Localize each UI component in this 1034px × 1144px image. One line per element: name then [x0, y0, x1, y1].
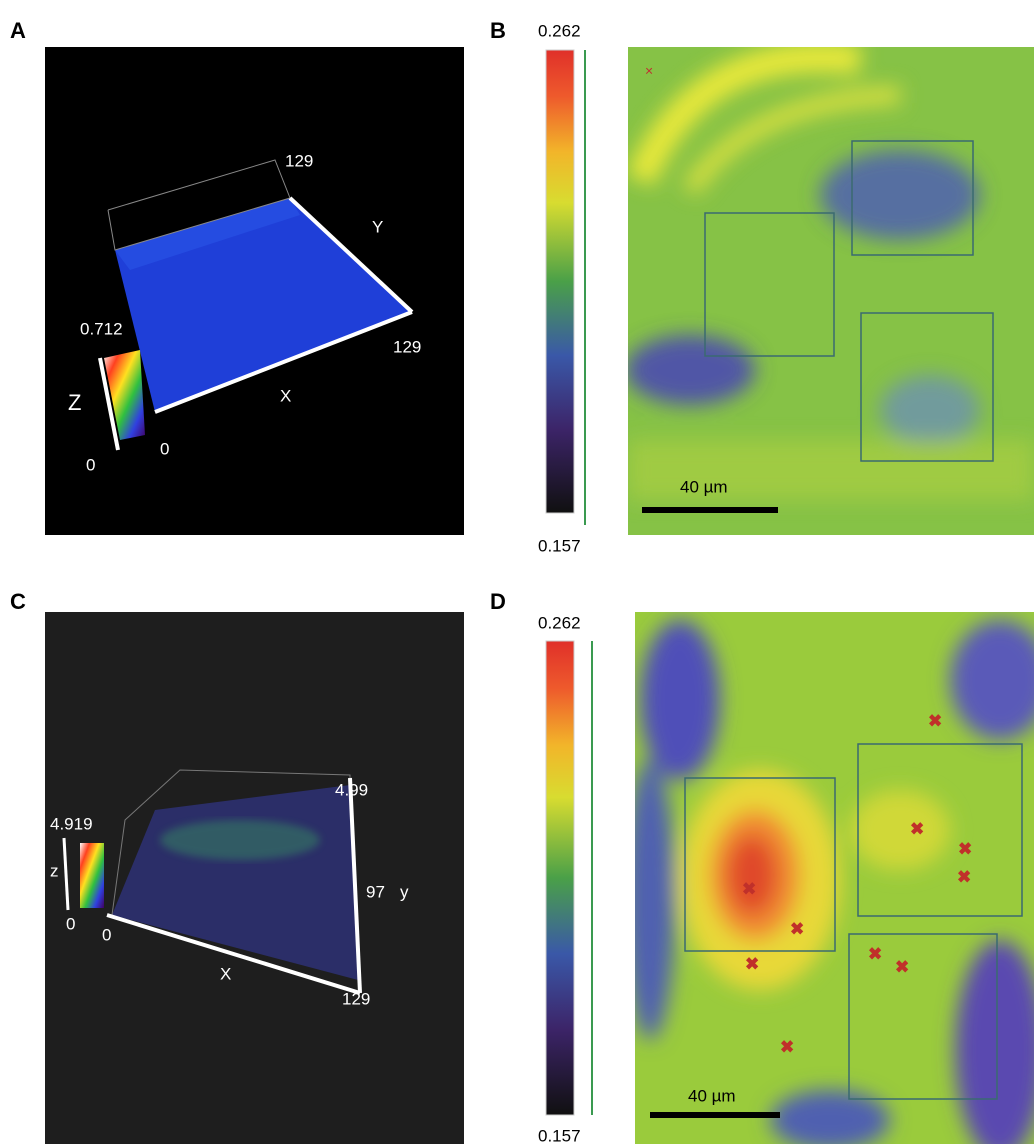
svg-text:✖: ✖	[928, 711, 942, 730]
panel-label: A	[10, 18, 26, 43]
svg-text:✖: ✖	[957, 867, 971, 886]
axis	[106, 913, 361, 995]
tick-label: 4.919	[50, 814, 93, 833]
svg-text:✖: ✖	[742, 879, 756, 898]
map-image: ✖ ✖ ✖ ✖ ✖ ✖ ✖ ✖ ✖ ✖	[635, 612, 1034, 1144]
colorbar	[104, 350, 145, 440]
tick-label: 129	[342, 989, 370, 1008]
axis	[62, 837, 70, 911]
svg-text:✖: ✖	[910, 819, 924, 838]
surface-shade	[115, 198, 300, 270]
tick-label: 97	[366, 882, 385, 901]
axis	[288, 196, 414, 314]
svg-text:✖: ✖	[868, 944, 882, 963]
colorbar-max: 0.262	[538, 21, 581, 40]
surface-shade	[160, 820, 320, 860]
tick-label: 0	[160, 439, 169, 458]
axis	[154, 310, 413, 414]
surface	[115, 198, 412, 412]
svg-text:×: ×	[645, 63, 653, 79]
panel-label: B	[490, 18, 506, 43]
colorbar-min: 0.157	[538, 536, 581, 555]
colorbar-max: 0.262	[538, 613, 581, 632]
svg-text:✖: ✖	[895, 957, 909, 976]
axis	[348, 777, 362, 994]
tick-label: 0	[86, 455, 95, 474]
axis-label: Y	[372, 217, 383, 236]
axis-label: X	[280, 386, 291, 405]
panel-label: C	[10, 589, 26, 614]
tick-label: 4.99	[335, 780, 368, 799]
tick-label: 0	[66, 914, 75, 933]
colorbar	[545, 49, 575, 514]
axis-label: X	[220, 964, 231, 983]
svg-text:✖: ✖	[780, 1037, 794, 1056]
tick-label: 129	[285, 151, 313, 170]
svg-text:✖: ✖	[958, 839, 972, 858]
svg-text:✖: ✖	[790, 919, 804, 938]
tick-label: 0.712	[80, 319, 123, 338]
svg-text:✖: ✖	[745, 954, 759, 973]
axis	[98, 357, 120, 451]
colorbar	[80, 843, 104, 908]
map-image: ×	[628, 47, 1034, 535]
axis-label: Z	[68, 390, 81, 415]
scale-label: 40 µm	[680, 477, 728, 496]
axis-label: z	[50, 861, 59, 880]
scale-label: 40 µm	[688, 1086, 736, 1105]
colorbar-min: 0.157	[538, 1126, 581, 1144]
tick-label: 129	[393, 337, 421, 356]
axis-label: y	[400, 882, 409, 901]
colorbar	[545, 640, 575, 1116]
panel-label: D	[490, 589, 506, 614]
tick-label: 0	[102, 925, 111, 944]
